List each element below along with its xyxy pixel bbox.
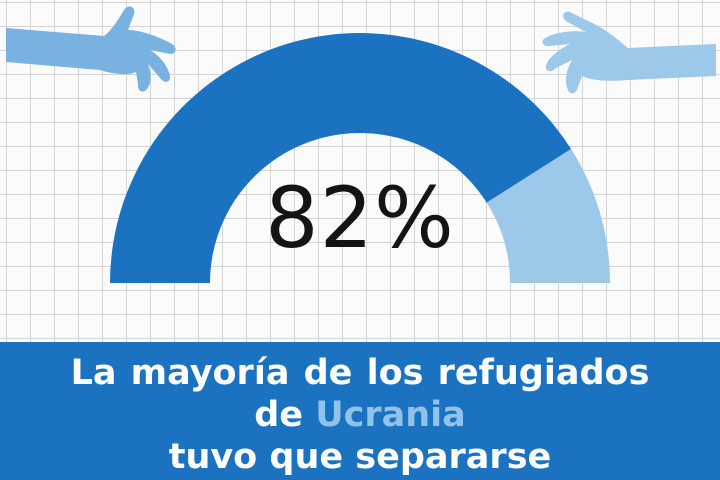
gauge-remainder-arc — [486, 149, 610, 283]
caption-line-2: de Ucrania — [0, 398, 720, 433]
caption-highlight-ucrania: Ucrania — [315, 395, 466, 435]
left-hand-icon — [6, 6, 176, 92]
caption-line-3: tuvo que separarse — [168, 437, 552, 477]
gauge-value-label: 82% — [265, 169, 455, 267]
right-hand-icon — [542, 11, 716, 94]
gauge-chart — [6, 6, 716, 283]
caption-line-2-prefix: de — [254, 395, 316, 435]
caption-banner: La mayoría de los refugiados de Ucrania … — [0, 342, 720, 480]
caption-line-1: La mayoría de los refugiados — [70, 353, 650, 393]
gauge-filled-arc — [110, 33, 572, 283]
